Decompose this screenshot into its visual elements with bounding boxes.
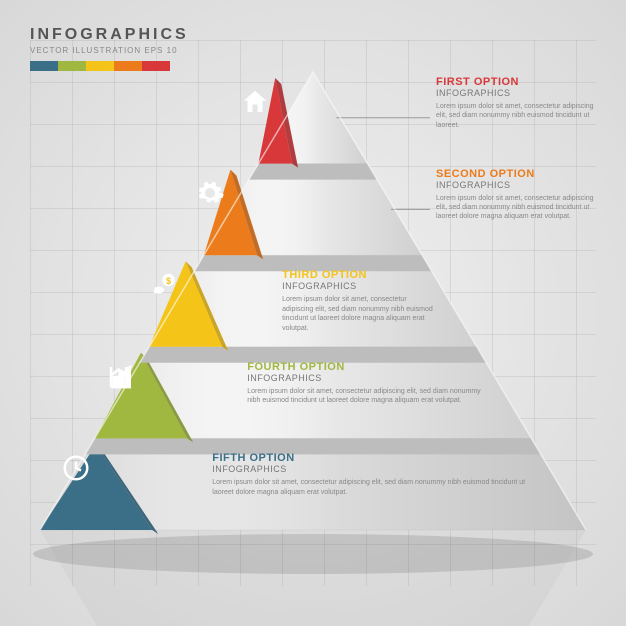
option-body: Lorem ipsum dolor sit amet, consectetur … bbox=[247, 387, 491, 406]
option-1-label: FIRST OPTIONINFOGRAPHICS Lorem ipsum dolo… bbox=[436, 76, 606, 130]
option-subtitle: INFOGRAPHICS bbox=[282, 281, 437, 291]
option-subtitle: INFOGRAPHICS bbox=[436, 88, 606, 98]
pyramid-stage: FIFTH OPTIONINFOGRAPHICSLorem ipsum dolo… bbox=[0, 0, 626, 626]
option-2-label: SECOND OPTIONINFOGRAPHICS Lorem ipsum dol… bbox=[436, 168, 606, 222]
option-title: THIRD OPTION bbox=[282, 269, 437, 281]
option-5-label: FIFTH OPTIONINFOGRAPHICS Lorem ipsum dolo… bbox=[212, 452, 546, 497]
option-subtitle: INFOGRAPHICS bbox=[212, 464, 546, 474]
chart-icon bbox=[106, 362, 176, 432]
home-icon bbox=[240, 87, 310, 157]
option-title: SECOND OPTION bbox=[436, 168, 606, 180]
clock-icon bbox=[61, 453, 131, 523]
option-subtitle: INFOGRAPHICS bbox=[247, 373, 491, 383]
option-title: FIRST OPTION bbox=[436, 76, 606, 88]
coin-icon: $ bbox=[151, 270, 221, 340]
gear-icon bbox=[195, 178, 265, 248]
option-4-label: FOURTH OPTIONINFOGRAPHICS Lorem ipsum dol… bbox=[247, 361, 491, 406]
option-body: Lorem ipsum dolor sit amet, consectetur … bbox=[436, 102, 606, 130]
option-subtitle: INFOGRAPHICS bbox=[436, 180, 606, 190]
option-body: Lorem ipsum dolor sit amet, consectetur … bbox=[436, 194, 606, 222]
option-3-label: THIRD OPTIONINFOGRAPHICS Lorem ipsum dolo… bbox=[282, 269, 437, 333]
option-body: Lorem ipsum dolor sit amet, consectetur … bbox=[212, 478, 546, 497]
option-title: FIFTH OPTION bbox=[212, 452, 546, 464]
option-title: FOURTH OPTION bbox=[247, 361, 491, 373]
svg-text:$: $ bbox=[166, 276, 171, 286]
option-body: Lorem ipsum dolor sit amet, consectetur … bbox=[282, 295, 437, 333]
